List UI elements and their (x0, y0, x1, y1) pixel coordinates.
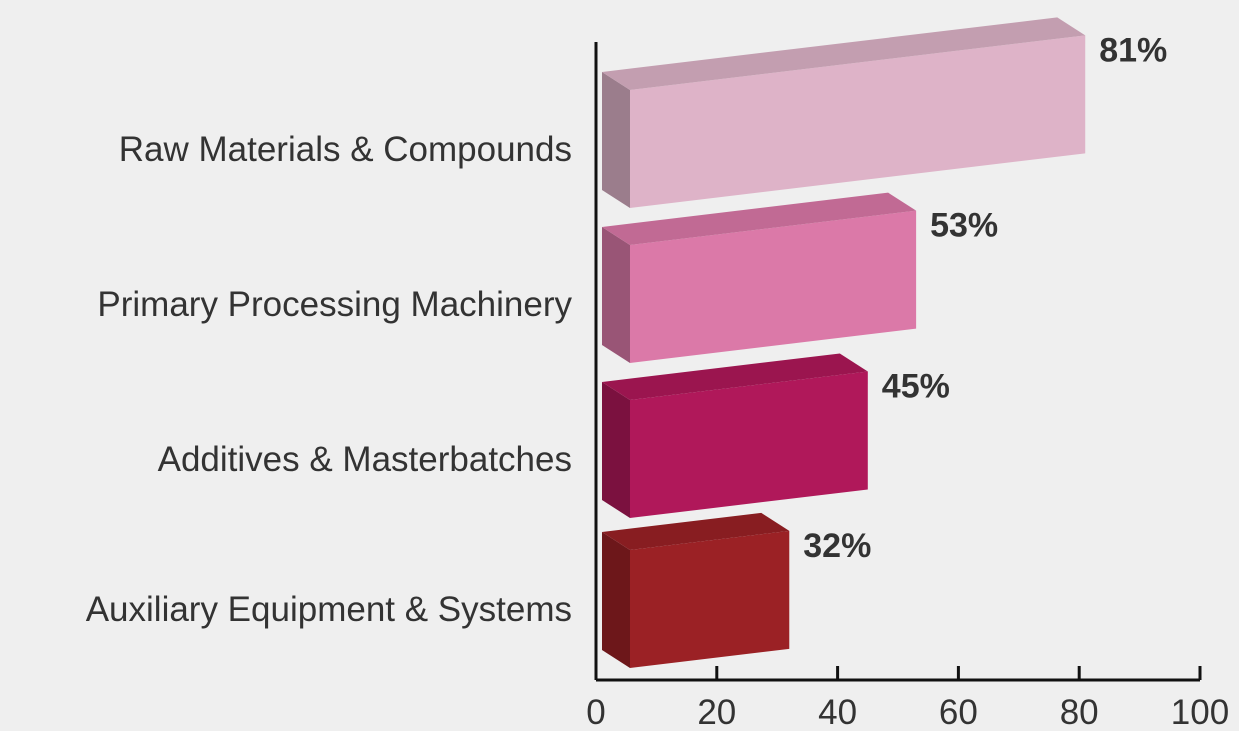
category-label: Auxiliary Equipment & Systems (86, 590, 572, 629)
category-label: Raw Materials & Compounds (119, 130, 572, 169)
bar-side (602, 227, 630, 363)
value-label: 32% (803, 527, 871, 565)
value-label: 53% (930, 207, 998, 245)
x-tick-label: 80 (1060, 693, 1099, 731)
bar-group (602, 353, 868, 518)
bar-side (602, 382, 630, 518)
bar-side (602, 72, 630, 208)
bars-layer (602, 17, 1085, 668)
value-label: 45% (882, 367, 950, 405)
x-tick-label: 100 (1171, 693, 1229, 731)
x-tick-label: 40 (818, 693, 857, 731)
bar-group (602, 17, 1085, 208)
value-label: 81% (1099, 31, 1167, 69)
x-tick-label: 0 (586, 693, 605, 731)
category-label: Primary Processing Machinery (97, 285, 572, 324)
bar (630, 531, 789, 668)
category-label: Additives & Masterbatches (158, 440, 572, 479)
x-tick-label: 20 (697, 693, 736, 731)
x-tick-label: 60 (939, 693, 978, 731)
bar-side (602, 532, 630, 668)
bar-group (602, 513, 789, 668)
bar-group (602, 193, 916, 363)
